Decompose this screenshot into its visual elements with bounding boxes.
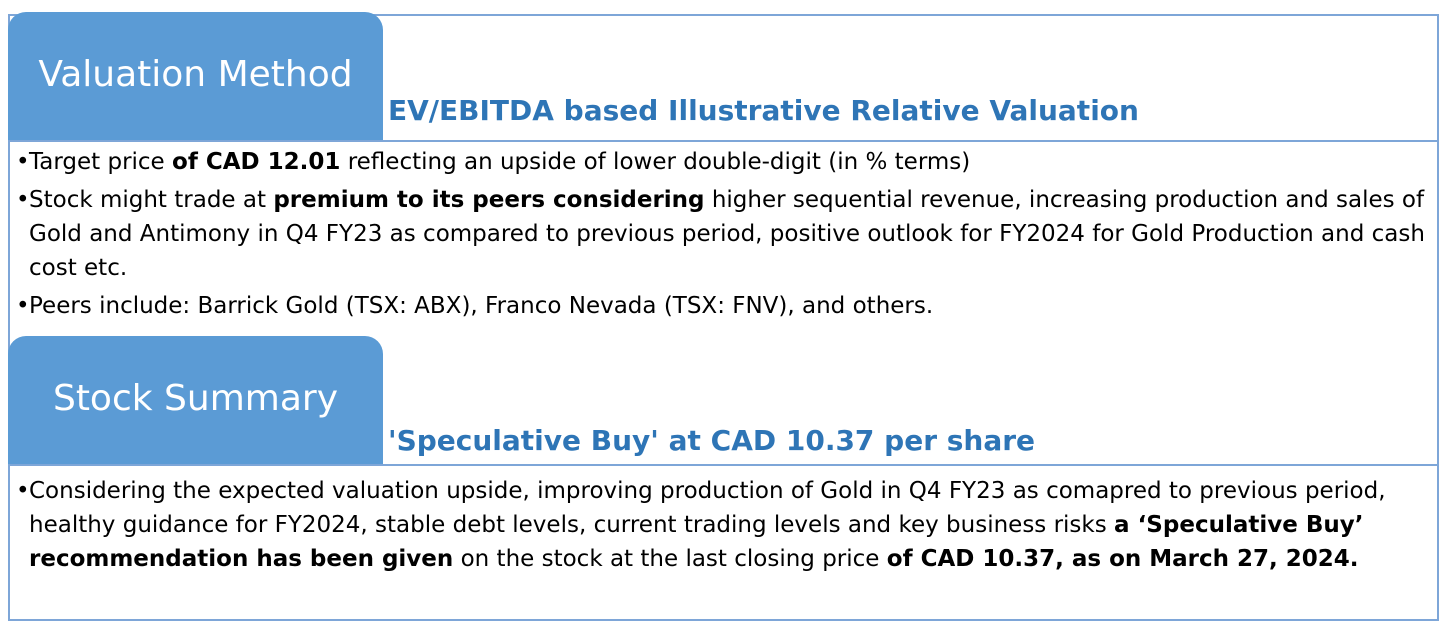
bullet-item: • Considering the expected valuation upsi… [16, 474, 1428, 576]
body-text: reflecting an upside of lower double-dig… [340, 149, 971, 175]
bullet-dot: • [16, 478, 30, 504]
body-text: higher sequential revenue, increasing pr… [29, 187, 1425, 281]
report-frame [8, 14, 1439, 621]
bullet-dot: • [16, 149, 30, 175]
body-text: Peers include: Barrick Gold (TSX: ABX), … [29, 293, 934, 319]
stock-summary-tab: Stock Summary [8, 336, 383, 466]
section-divider [8, 140, 1439, 142]
body-text: Stock might trade at [29, 187, 274, 213]
summary-subtitle: 'Speculative Buy' at CAD 10.37 per share [388, 424, 1036, 457]
bullet-item: • Target price of CAD 12.01 reflecting an… [16, 145, 1428, 179]
bullet-item: • Stock might trade at premium to its pee… [16, 183, 1428, 285]
bullet-dot: • [16, 187, 30, 213]
bold-text: premium to its peers considering [273, 187, 705, 213]
bold-text: a ‘Speculative Buy’ recommendation has b… [29, 512, 1364, 572]
section-divider [8, 464, 1439, 466]
valuation-bullets: • Target price of CAD 12.01 reflecting an… [16, 145, 1428, 327]
stock-summary-label: Stock Summary [52, 377, 339, 419]
bullet-item: • Peers include: Barrick Gold (TSX: ABX),… [16, 289, 1428, 323]
body-text: Considering the expected valuation upsid… [29, 478, 1386, 538]
valuation-method-label: Valuation Method [38, 53, 353, 95]
body-text: Target price [29, 149, 173, 175]
valuation-method-tab: Valuation Method [8, 12, 383, 142]
bullet-dot: • [16, 293, 30, 319]
bold-text: of CAD 12.01 [172, 149, 341, 175]
body-text: on the stock at the last closing price [453, 546, 887, 572]
summary-bullets: • Considering the expected valuation upsi… [16, 474, 1428, 580]
valuation-subtitle: EV/EBITDA based Illustrative Relative Va… [388, 94, 1139, 127]
bold-text: of CAD 10.37, as on March 27, 2024. [886, 546, 1359, 572]
